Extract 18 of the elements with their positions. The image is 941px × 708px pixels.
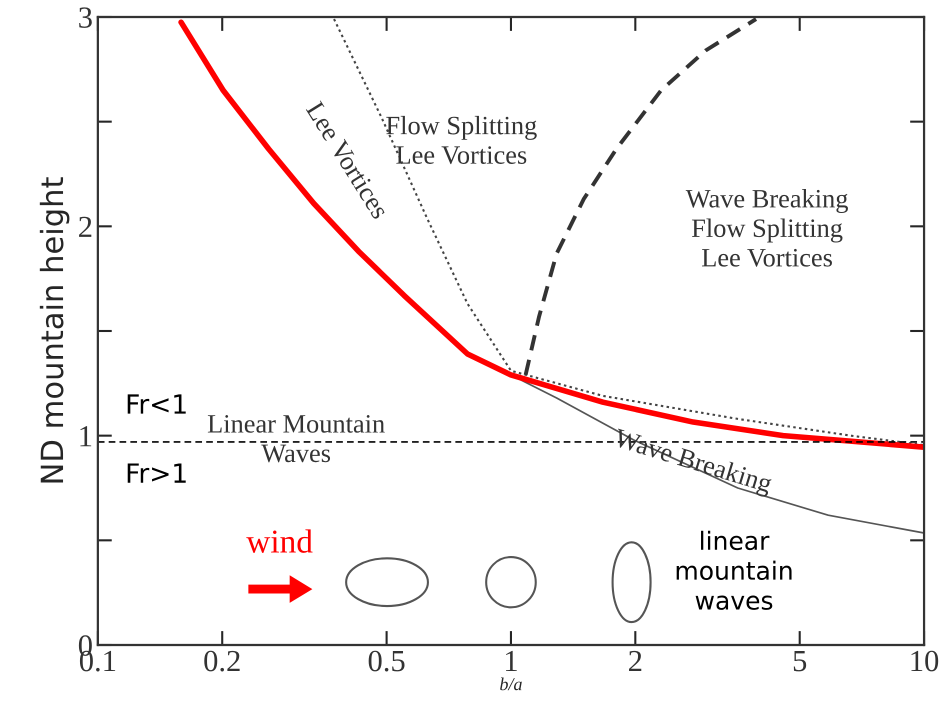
annotation: Wave Breaking Flow Splitting Lee Vortices [686, 189, 848, 267]
y-axis-title: ND mountain height [40, 177, 70, 482]
x-tick-label: 5 [794, 651, 806, 672]
x-axis-title: b/a [500, 678, 522, 690]
y-tick-label: 3 [79, 7, 92, 28]
annotation: Fr<1 [128, 394, 186, 414]
annotation: linear mountain waves [676, 530, 792, 610]
x-tick-label: 0.2 [204, 650, 240, 672]
annotation: Fr>1 [128, 463, 186, 483]
x-tick-label: 1 [506, 650, 517, 672]
x-tick-label: 10 [911, 650, 938, 672]
y-tick-label: 1 [80, 426, 92, 446]
annotation: Linear Mountain Waves [208, 415, 385, 462]
x-tick-label: 0.5 [368, 650, 405, 672]
x-tick-label: 2 [629, 650, 642, 672]
y-tick-label: 2 [79, 216, 92, 237]
annotation: Flow Splitting Lee Vortices [386, 116, 537, 164]
annotation: wind [246, 529, 313, 553]
